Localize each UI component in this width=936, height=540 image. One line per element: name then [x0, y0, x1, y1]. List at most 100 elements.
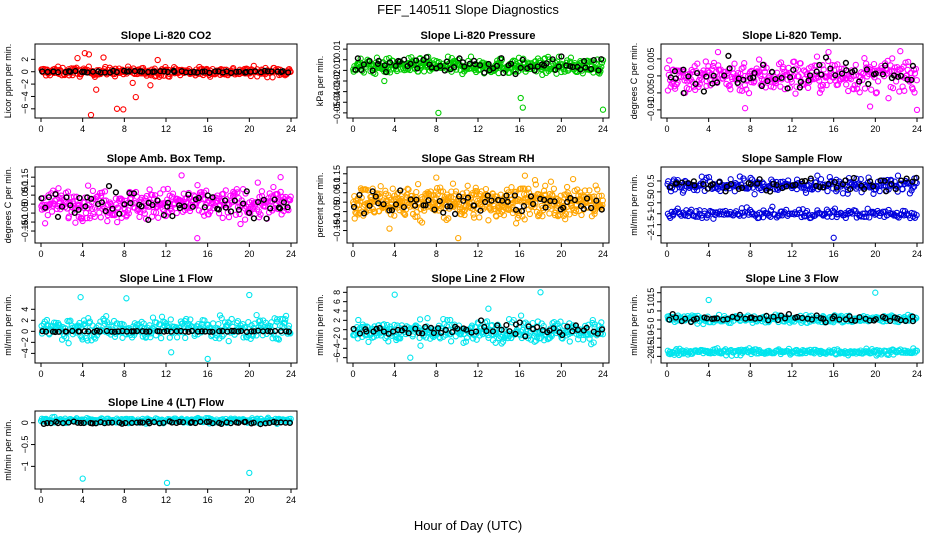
data-point: [456, 193, 463, 200]
data-point: [909, 184, 916, 191]
y-tick-label: −1.5: [646, 216, 656, 234]
data-point: [58, 203, 66, 210]
data-point: [680, 66, 687, 73]
data-point: [842, 177, 849, 184]
data-point: [803, 207, 811, 215]
data-point: [666, 57, 673, 64]
data-point: [913, 106, 921, 114]
data-point: [873, 89, 880, 96]
data-point: [53, 205, 61, 213]
data-point: [816, 61, 823, 69]
data-point: [171, 68, 178, 76]
x-tick-label: 0: [38, 124, 43, 134]
data-point: [392, 201, 400, 208]
data-point: [375, 200, 382, 207]
data-point: [485, 305, 492, 312]
y-tick-label: −4: [20, 348, 30, 358]
data-point: [594, 186, 601, 193]
data-point: [71, 209, 78, 217]
data-point: [784, 85, 791, 92]
data-point: [424, 315, 431, 322]
data-point: [139, 68, 146, 75]
data-point: [542, 182, 549, 189]
data-point: [680, 187, 687, 194]
data-points: [664, 48, 921, 114]
data-point: [894, 172, 902, 179]
data-point: [129, 79, 136, 87]
data-point: [542, 204, 549, 211]
data-point: [366, 202, 373, 209]
data-point: [95, 203, 102, 210]
data-point: [93, 327, 101, 334]
data-point: [286, 196, 294, 204]
data-point: [168, 328, 175, 335]
data-point: [233, 186, 240, 193]
data-point: [152, 209, 160, 216]
data-point: [182, 195, 189, 203]
x-tick-label: 0: [350, 249, 355, 259]
data-point: [437, 188, 444, 195]
data-point: [76, 194, 83, 202]
data-point: [65, 213, 72, 220]
data-point: [119, 334, 126, 341]
data-point: [173, 209, 180, 217]
data-point: [365, 338, 372, 346]
data-point: [813, 182, 820, 190]
x-tick-label: 16: [829, 369, 839, 379]
data-point: [452, 210, 459, 218]
data-point: [909, 178, 916, 185]
data-point: [82, 203, 89, 210]
data-point: [371, 208, 378, 215]
data-point: [820, 211, 828, 218]
data-point: [896, 88, 903, 95]
data-point: [546, 210, 553, 217]
data-point: [380, 197, 387, 204]
data-point: [485, 60, 492, 68]
y-axis-label: degrees C per min.: [629, 43, 639, 120]
data-point: [413, 57, 420, 64]
data-point: [272, 328, 279, 335]
y-tick-label: −1: [646, 209, 656, 219]
data-point: [435, 109, 442, 117]
x-tick-label: 0: [664, 249, 669, 259]
data-point: [55, 185, 62, 192]
data-point: [106, 69, 114, 76]
data-point: [772, 75, 779, 83]
data-point: [218, 315, 225, 322]
data-point: [114, 218, 121, 226]
y-tick-label: −2: [646, 230, 656, 240]
data-point: [680, 89, 687, 97]
data-point: [133, 328, 141, 335]
data-point: [518, 207, 526, 215]
data-point: [685, 73, 692, 80]
data-point: [282, 316, 289, 323]
data-point: [155, 214, 162, 221]
data-point: [517, 64, 524, 72]
x-tick-label: 0: [664, 369, 669, 379]
data-point: [508, 60, 515, 67]
data-point: [705, 63, 712, 70]
data-point: [580, 57, 588, 65]
data-point: [407, 60, 414, 68]
data-point: [416, 316, 424, 323]
data-point: [503, 322, 510, 329]
data-point: [559, 204, 567, 211]
data-point: [745, 89, 753, 97]
data-point: [418, 219, 426, 226]
data-point: [52, 191, 59, 198]
data-point: [151, 68, 158, 75]
y-axis-label: Licor ppm per min.: [3, 44, 13, 119]
data-point: [816, 89, 824, 96]
data-point: [674, 205, 681, 212]
y-axis-label: kPa per min.: [315, 56, 325, 107]
data-point: [747, 181, 754, 188]
y-tick-label: 0: [332, 327, 342, 332]
data-point: [188, 327, 196, 335]
data-point: [71, 206, 79, 213]
data-point: [397, 335, 404, 342]
data-point: [885, 95, 892, 102]
data-point: [763, 64, 770, 72]
data-point: [127, 200, 134, 207]
